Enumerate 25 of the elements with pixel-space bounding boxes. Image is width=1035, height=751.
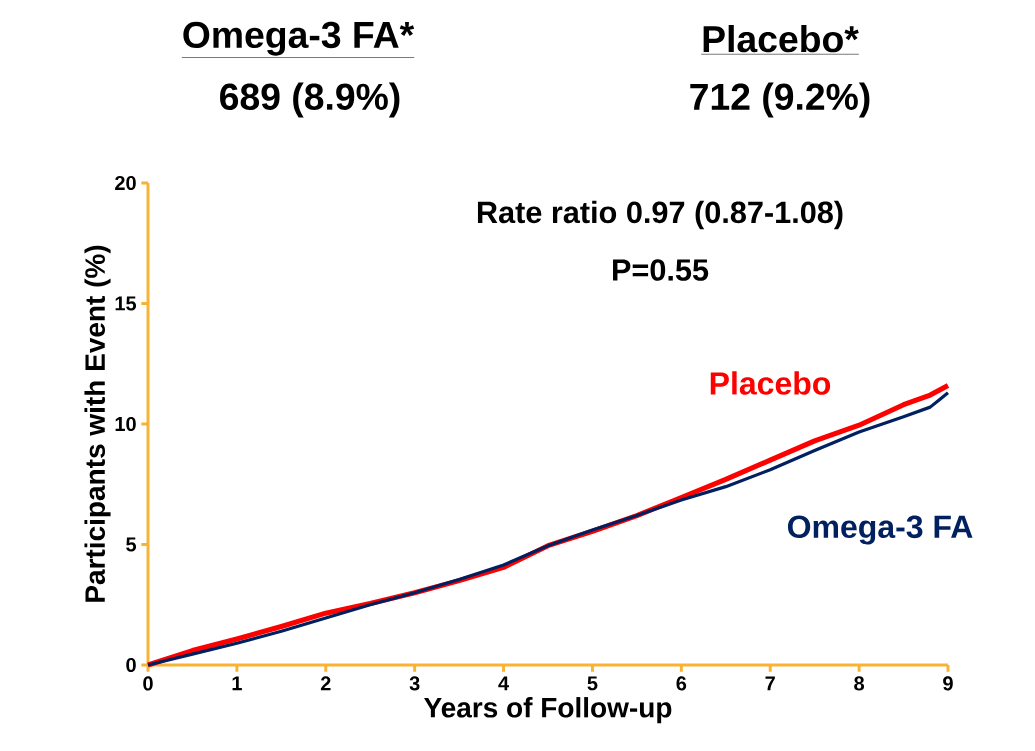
x-tick-label: 7 (765, 676, 775, 691)
y-axis-title: Participants with Event (%) (84, 245, 111, 602)
y-tick-label: 20 (115, 175, 136, 191)
text: Placebo* (703, 24, 859, 53)
y-tick-label: 15 (115, 296, 137, 311)
x-tick-label: 5 (587, 676, 598, 691)
series-label: Placebo (710, 371, 831, 395)
x-tick-label: 1 (232, 676, 242, 691)
y-tick-label: 5 (126, 537, 137, 552)
x-tick-label: 3 (409, 676, 420, 691)
x-tick-label: 6 (676, 676, 687, 691)
y-tick-label: 10 (115, 416, 136, 432)
x-tick-label: 9 (943, 676, 953, 691)
x-tick-label: 2 (320, 676, 331, 691)
text: Omega-3 FA* (183, 21, 415, 56)
x-tick-label: 0 (143, 676, 153, 691)
x-axis-title: Years of Follow-up (424, 697, 672, 724)
annotation: Rate ratio 0.97 (0.87-1.08) (477, 200, 843, 230)
y-tick-label: 0 (126, 657, 136, 673)
x-tick-label: 4 (498, 676, 510, 691)
annotation: P=0.55 (613, 259, 709, 281)
series-label: Omega-3 FA (787, 515, 973, 545)
text: 689 (8.9%) (220, 82, 400, 118)
text: 712 (9.2%) (690, 82, 870, 118)
x-tick-label: 8 (854, 676, 865, 691)
